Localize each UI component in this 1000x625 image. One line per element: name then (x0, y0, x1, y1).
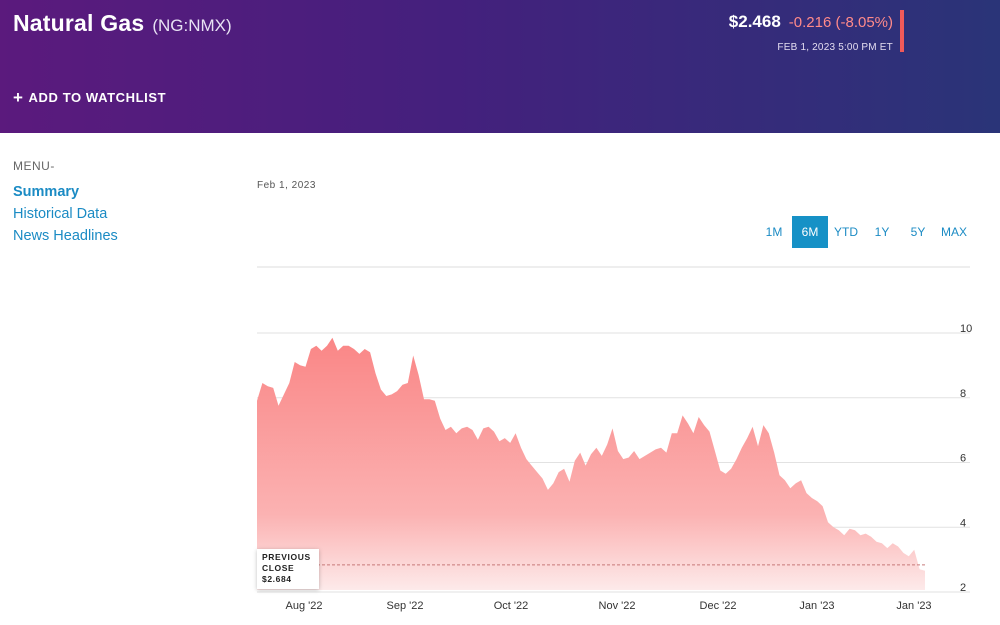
y-tick-label: 8 (960, 388, 966, 400)
x-tick-label: Sep '22 (387, 600, 424, 612)
x-tick-label: Dec '22 (700, 600, 737, 612)
price-change: -0.216 (-8.05%) (788, 14, 893, 31)
menu-label: MENU- (13, 159, 55, 173)
chart-date: Feb 1, 2023 (257, 180, 316, 191)
side-menu: Summary Historical Data News Headlines (13, 184, 118, 250)
range-1m-button[interactable]: 1M (765, 225, 783, 239)
x-tick-label: Jan '23 (799, 600, 834, 612)
x-tick-label: Nov '22 (599, 600, 636, 612)
menu-item-summary[interactable]: Summary (13, 184, 80, 200)
y-tick-label: 2 (960, 582, 966, 594)
y-tick-label: 6 (960, 453, 966, 465)
range-selector: 1M 6M YTD 1Y 5Y MAX (756, 216, 972, 248)
price-area (257, 337, 925, 590)
title-group: Natural Gas (NG:NMX) (13, 10, 232, 37)
last-price: $2.468 (728, 12, 781, 31)
x-tick-label: Oct '22 (494, 600, 529, 612)
range-6m-button[interactable]: 6M (792, 216, 828, 248)
add-to-watchlist-label: ADD TO WATCHLIST (28, 90, 167, 105)
menu-item-historical-data[interactable]: Historical Data (13, 206, 108, 222)
range-1y-button[interactable]: 1Y (874, 225, 890, 239)
previous-close-label: PREVIOUS CLOSE $2.684 (257, 549, 319, 589)
y-tick-label: 4 (960, 517, 966, 529)
quote-timestamp: FEB 1, 2023 5:00 PM ET (777, 42, 893, 53)
previous-close-line2: CLOSE (262, 563, 295, 573)
change-indicator-bar (900, 10, 904, 52)
ticker-symbol: (NG:NMX) (152, 16, 232, 35)
page-title: Natural Gas (13, 10, 145, 36)
x-tick-label: Jan '23 (896, 600, 931, 612)
previous-close-value: $2.684 (262, 574, 292, 584)
quote-header: Natural Gas (NG:NMX) + ADD TO WATCHLIST … (0, 0, 1000, 133)
previous-close-line1: PREVIOUS (262, 552, 311, 562)
x-tick-label: Aug '22 (286, 600, 323, 612)
plus-icon: + (13, 88, 24, 107)
range-max-button[interactable]: MAX (940, 225, 967, 239)
menu-item-news-headlines[interactable]: News Headlines (13, 228, 118, 244)
range-5y-button[interactable]: 5Y (910, 225, 926, 239)
range-ytd-button[interactable]: YTD (834, 225, 858, 239)
y-tick-label: 10 (960, 323, 972, 335)
add-to-watchlist-button[interactable]: + ADD TO WATCHLIST (13, 89, 166, 106)
quote-summary: $2.468 -0.216 (-8.05%) FEB 1, 2023 5:00 … (729, 12, 893, 53)
